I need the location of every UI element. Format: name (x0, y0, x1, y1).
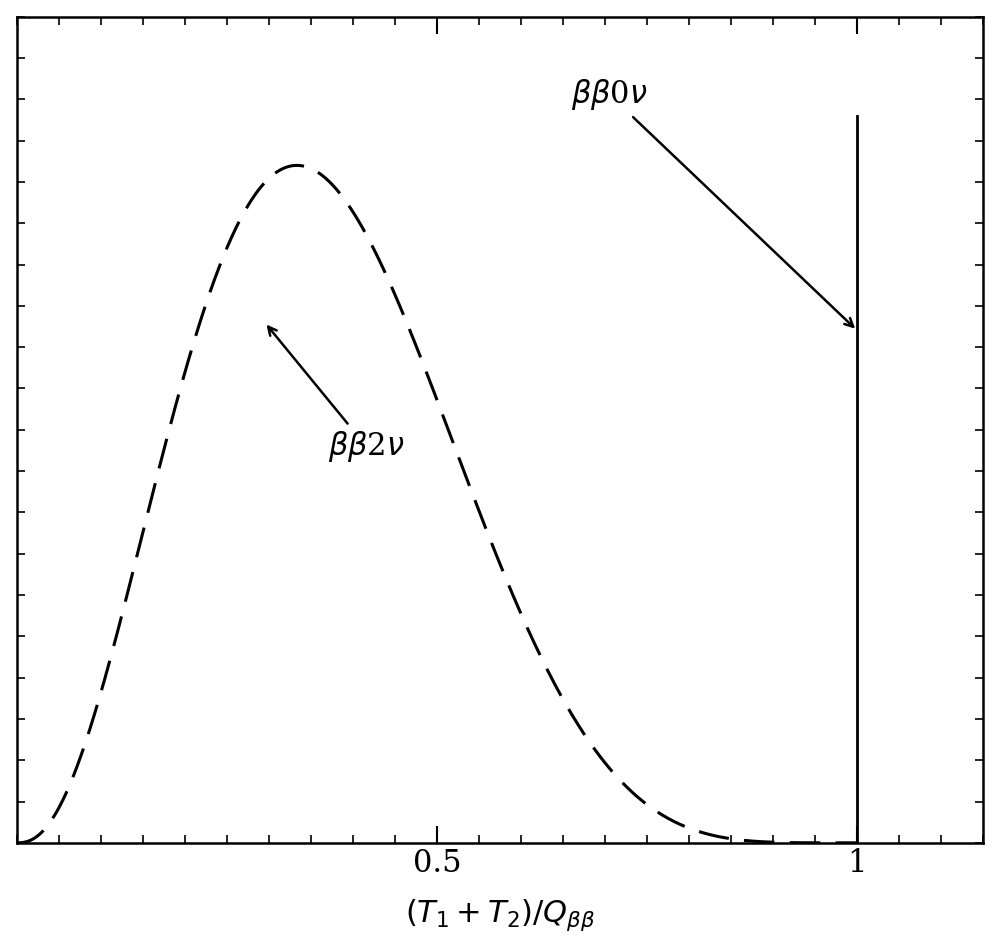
Text: $\beta\beta$0$\nu$: $\beta\beta$0$\nu$ (571, 77, 853, 327)
X-axis label: $(T_1 + T_2)/Q_{\beta\beta}$: $(T_1 + T_2)/Q_{\beta\beta}$ (405, 898, 595, 933)
Text: $\beta\beta$2$\nu$: $\beta\beta$2$\nu$ (268, 327, 404, 464)
